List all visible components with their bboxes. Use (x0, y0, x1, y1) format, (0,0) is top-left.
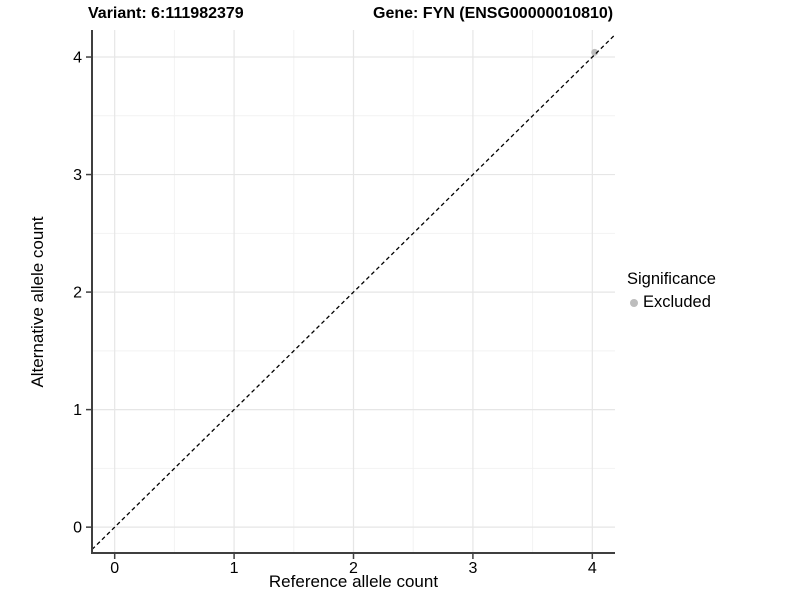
data-point (591, 48, 599, 56)
x-tick-label: 0 (110, 560, 119, 577)
y-tick-label: 1 (73, 402, 82, 419)
x-tick-label: 2 (349, 560, 358, 577)
legend-item-excluded: Excluded (630, 293, 716, 312)
x-tick-label: 1 (230, 560, 239, 577)
plot-title-gene: Gene: FYN (ENSG00000010810) (373, 5, 614, 22)
legend: Significance Excluded (627, 270, 716, 312)
y-axis-title: Alternative allele count (28, 216, 47, 388)
y-tick-label: 2 (73, 285, 82, 302)
x-tick-label: 3 (468, 560, 477, 577)
y-tick-label: 0 (73, 520, 82, 537)
legend-title: Significance (627, 270, 716, 288)
legend-item-label: Excluded (643, 293, 711, 311)
plot-title-variant: Variant: 6:111982379 (88, 5, 244, 22)
x-axis-title: Reference allele count (268, 572, 439, 591)
y-tick-label: 4 (73, 50, 82, 67)
x-tick-label: 4 (588, 560, 597, 577)
identity-line (91, 34, 616, 550)
y-tick-label: 3 (73, 167, 82, 184)
legend-dot-icon (630, 298, 638, 307)
